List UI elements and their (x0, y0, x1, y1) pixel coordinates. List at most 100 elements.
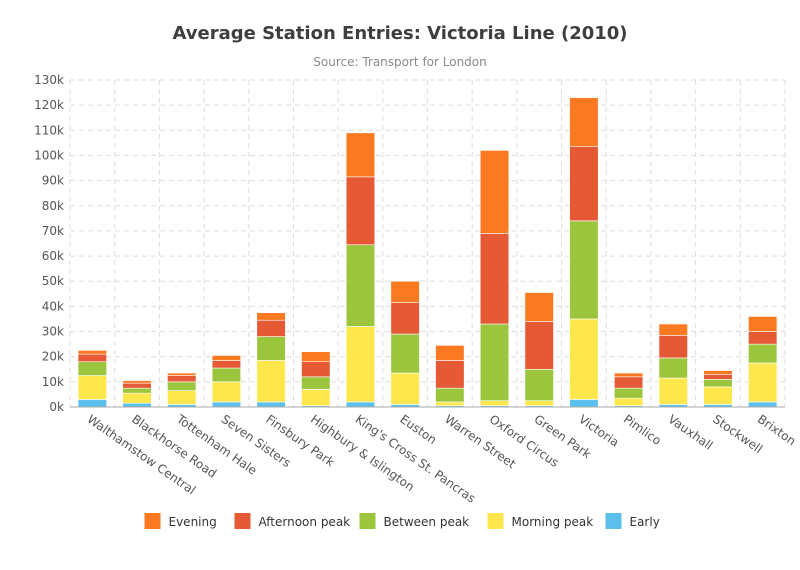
bar-segment[interactable] (77, 350, 107, 355)
bar-segment[interactable] (613, 376, 644, 389)
bar-segment[interactable] (256, 401, 286, 408)
bar-stack (748, 316, 778, 408)
bar-segment[interactable] (703, 370, 733, 375)
bar-segment[interactable] (256, 336, 286, 361)
bar-segment[interactable] (77, 353, 107, 363)
bar-segment[interactable] (748, 362, 778, 403)
bar-segment[interactable] (77, 361, 107, 376)
y-tick-label: 130k (34, 73, 64, 87)
bar-stack (524, 292, 554, 408)
legend-label: Evening (169, 515, 217, 529)
legend-swatch (144, 513, 161, 529)
bar-segment[interactable] (211, 355, 242, 361)
bar-segment[interactable] (167, 390, 197, 405)
bar-segment[interactable] (569, 220, 599, 320)
chart-title: Average Station Entries: Victoria Line (… (172, 23, 627, 44)
y-tick-label: 0k (49, 400, 64, 414)
grid-lines (69, 79, 786, 407)
bar-segment[interactable] (256, 319, 286, 337)
bar-segment[interactable] (435, 387, 465, 403)
bar-stack (256, 312, 286, 408)
bar-segment[interactable] (435, 345, 465, 361)
y-tick-label: 70k (42, 224, 64, 238)
bar-segment[interactable] (569, 97, 599, 147)
bar-segment[interactable] (345, 176, 376, 246)
bar-segment[interactable] (122, 380, 152, 384)
bar-segment[interactable] (301, 351, 331, 363)
bar-segment[interactable] (211, 381, 242, 403)
bar-segment[interactable] (569, 146, 599, 222)
bar-segment[interactable] (301, 361, 331, 378)
bar-segment[interactable] (390, 280, 420, 303)
bar-stack (301, 351, 331, 408)
bar-segment[interactable] (301, 389, 331, 407)
bar-stack (211, 355, 242, 408)
y-axis-ticks: 0k 10k 20k 30k 40k 50k 60k 70k 80k 90k 100k 110k 120… (34, 73, 64, 414)
bar-segment[interactable] (613, 397, 644, 407)
bar-segment[interactable] (524, 321, 554, 370)
bar-segment[interactable] (703, 373, 733, 380)
bar-segment[interactable] (256, 312, 286, 321)
bar-segment[interactable] (435, 360, 465, 389)
bar-segment[interactable] (345, 132, 376, 178)
bar-segment[interactable] (122, 402, 152, 408)
bar-segment[interactable] (122, 387, 152, 394)
bar-segment[interactable] (658, 323, 688, 336)
bar-stack (122, 380, 152, 408)
bar-stack (77, 350, 107, 408)
bar-segment[interactable] (613, 372, 644, 378)
bar-segment[interactable] (524, 400, 554, 407)
bar-segment[interactable] (613, 387, 644, 399)
bar-segment[interactable] (524, 368, 554, 402)
bar-segment[interactable] (479, 323, 510, 402)
bar-segment[interactable] (390, 372, 420, 405)
bar-segment[interactable] (77, 375, 107, 400)
bar-segment[interactable] (703, 386, 733, 405)
legend-item[interactable]: Evening (144, 513, 217, 529)
legend-item[interactable]: Morning peak (487, 513, 594, 529)
bar-segment[interactable] (77, 399, 107, 408)
bar-segment[interactable] (345, 401, 376, 408)
bar-segment[interactable] (390, 302, 420, 335)
y-tick-label: 80k (42, 199, 64, 213)
bar-segment[interactable] (211, 360, 242, 369)
bar-segment[interactable] (524, 292, 554, 322)
y-tick-label: 10k (42, 375, 64, 389)
bar-segment[interactable] (390, 333, 420, 374)
legend-item[interactable]: Early (605, 513, 660, 529)
bar-segment[interactable] (256, 360, 286, 403)
bar-segment[interactable] (167, 372, 197, 376)
bar-segment[interactable] (658, 357, 688, 379)
bar-segment[interactable] (569, 399, 599, 408)
bar-segment[interactable] (748, 331, 778, 345)
bar-segment[interactable] (435, 401, 465, 407)
bar-segment[interactable] (479, 233, 510, 325)
bar-segment[interactable] (748, 401, 778, 408)
legend-item[interactable]: Between peak (359, 513, 470, 529)
y-tick-label: 30k (42, 325, 64, 339)
x-tick-label: Vauxhall (666, 412, 716, 453)
bar-segment[interactable] (122, 382, 152, 389)
bar-segment[interactable] (211, 401, 242, 408)
bar-segment[interactable] (748, 343, 778, 364)
bar-segment[interactable] (658, 335, 688, 359)
bar-segment[interactable] (703, 379, 733, 388)
y-tick-label: 90k (42, 174, 64, 188)
bar-segment[interactable] (658, 377, 688, 405)
x-tick-label: Stockwell (710, 412, 765, 456)
bar-segment[interactable] (569, 318, 599, 400)
bar-segment[interactable] (345, 244, 376, 327)
bar-segment[interactable] (748, 316, 778, 332)
bars (77, 97, 778, 408)
bar-stack (613, 372, 644, 408)
bar-segment[interactable] (167, 381, 197, 391)
bar-segment[interactable] (122, 392, 152, 404)
bar-segment[interactable] (167, 375, 197, 383)
bar-segment[interactable] (345, 326, 376, 403)
bar-segment[interactable] (479, 150, 510, 234)
bar-segment[interactable] (479, 400, 510, 407)
bar-segment[interactable] (211, 367, 242, 383)
legend-label: Morning peak (512, 515, 594, 529)
legend-item[interactable]: Afternoon peak (234, 513, 351, 529)
bar-segment[interactable] (301, 376, 331, 390)
